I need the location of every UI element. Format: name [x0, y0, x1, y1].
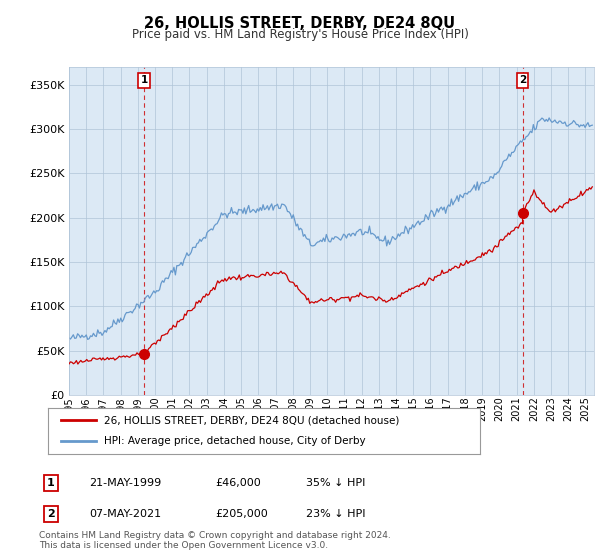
- Text: £46,000: £46,000: [215, 478, 260, 488]
- Text: 26, HOLLIS STREET, DERBY, DE24 8QU (detached house): 26, HOLLIS STREET, DERBY, DE24 8QU (deta…: [104, 415, 400, 425]
- Text: HPI: Average price, detached house, City of Derby: HPI: Average price, detached house, City…: [104, 436, 366, 446]
- Text: 1: 1: [47, 478, 55, 488]
- Text: 2: 2: [519, 76, 526, 86]
- Text: 07-MAY-2021: 07-MAY-2021: [89, 509, 161, 519]
- Text: 2: 2: [47, 509, 55, 519]
- Text: 21-MAY-1999: 21-MAY-1999: [89, 478, 161, 488]
- Text: 35% ↓ HPI: 35% ↓ HPI: [306, 478, 365, 488]
- Text: £205,000: £205,000: [215, 509, 268, 519]
- Text: 1: 1: [141, 76, 148, 86]
- Text: 26, HOLLIS STREET, DERBY, DE24 8QU: 26, HOLLIS STREET, DERBY, DE24 8QU: [145, 16, 455, 31]
- Text: 23% ↓ HPI: 23% ↓ HPI: [306, 509, 365, 519]
- Text: Contains HM Land Registry data © Crown copyright and database right 2024.
This d: Contains HM Land Registry data © Crown c…: [39, 530, 391, 550]
- Text: Price paid vs. HM Land Registry's House Price Index (HPI): Price paid vs. HM Land Registry's House …: [131, 28, 469, 41]
